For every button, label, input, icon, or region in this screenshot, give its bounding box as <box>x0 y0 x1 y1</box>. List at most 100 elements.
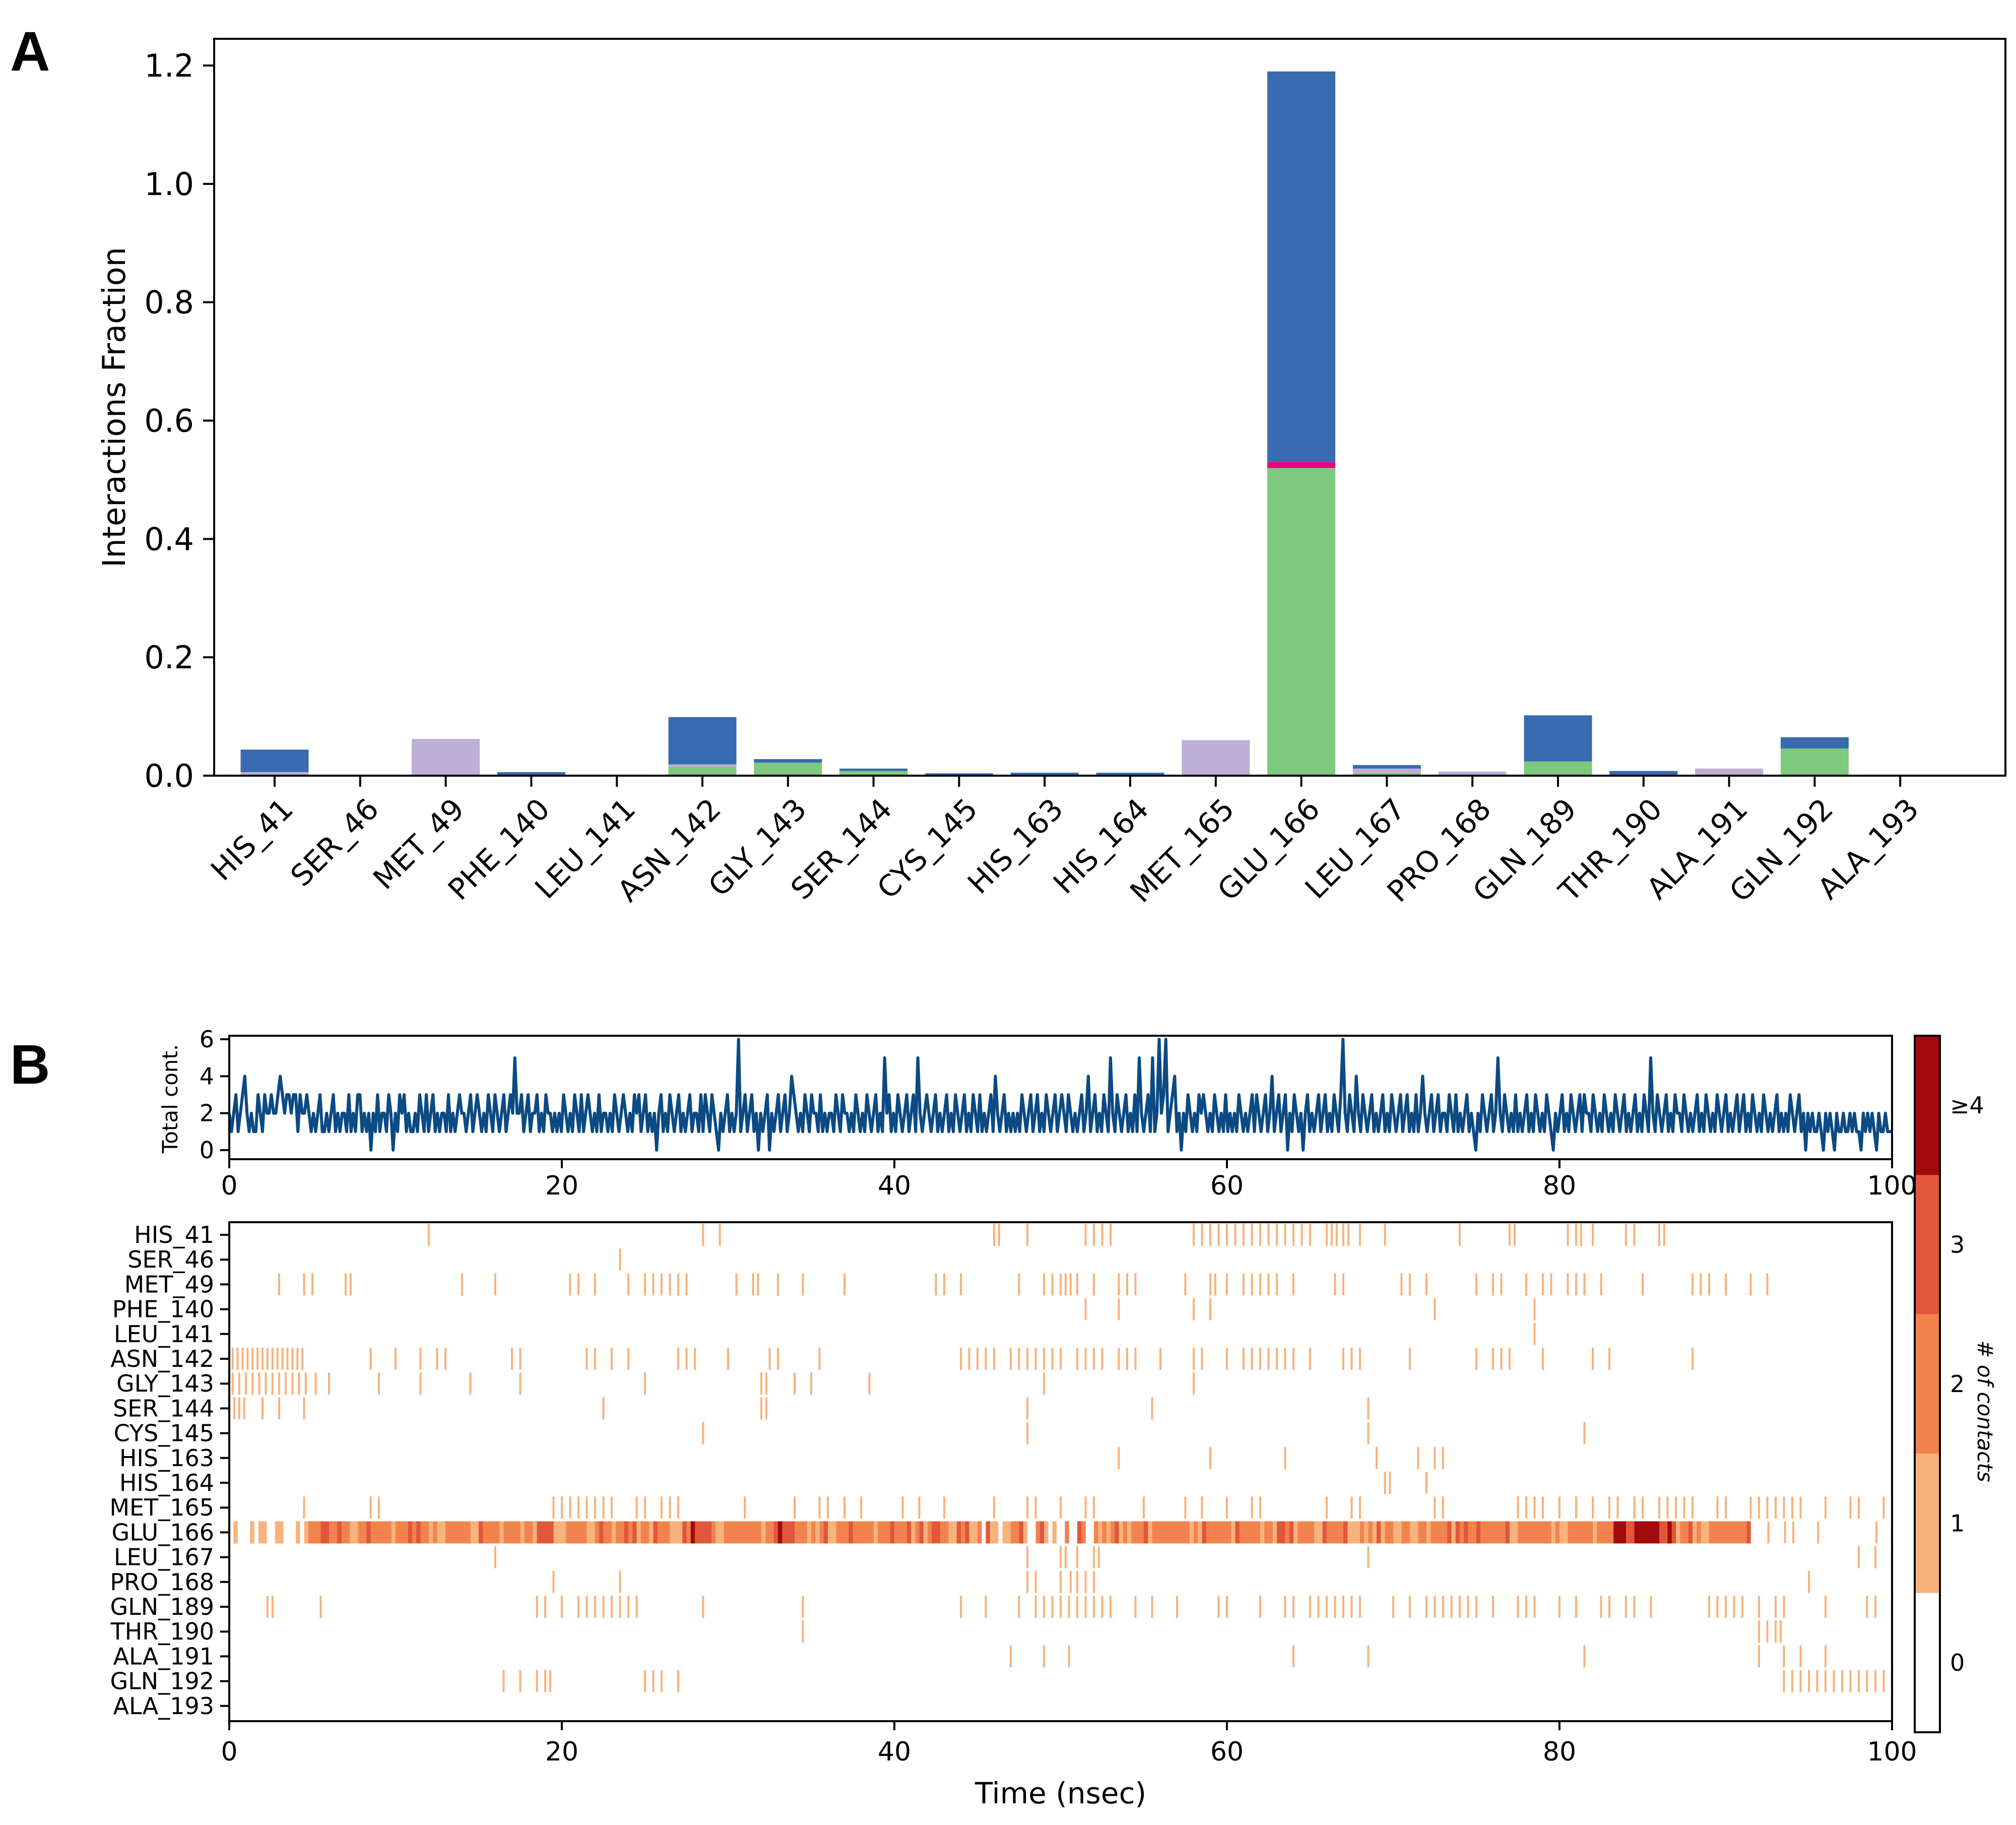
contact-mark <box>569 1496 571 1519</box>
contact-mark <box>246 1348 249 1370</box>
contact-mark <box>990 1521 995 1544</box>
y-axis: HIS_41SER_46MET_49PHE_140LEU_141ASN_142G… <box>109 1221 229 1720</box>
contact-mark <box>1409 1348 1411 1370</box>
contact-mark <box>1405 1521 1410 1544</box>
contact-mark <box>1326 1224 1328 1246</box>
contact-mark <box>1376 1446 1378 1469</box>
contact-mark <box>1384 1472 1386 1494</box>
contact-mark <box>1651 1521 1655 1544</box>
contact-mark <box>286 1348 289 1370</box>
contact-mark <box>1367 1397 1370 1420</box>
contact-mark <box>1575 1273 1577 1296</box>
contact-mark <box>977 1348 979 1370</box>
y-tick-label: 6 <box>200 1026 214 1053</box>
contact-mark <box>744 1496 746 1519</box>
contact-mark <box>1551 1521 1555 1544</box>
contact-mark <box>1435 1521 1439 1544</box>
contact-mark <box>271 1372 274 1395</box>
contact-mark <box>462 1521 467 1544</box>
contact-mark <box>1110 1224 1112 1246</box>
bar-ionic-glu-166 <box>1267 462 1336 468</box>
contact-mark <box>233 1397 235 1420</box>
contact-mark <box>461 1273 463 1296</box>
contact-mark <box>537 1521 541 1544</box>
contact-mark <box>857 1521 862 1544</box>
contact-mark <box>611 1348 613 1370</box>
contact-mark <box>782 1521 787 1544</box>
contact-mark <box>1381 1521 1385 1544</box>
contact-mark <box>1738 1521 1743 1544</box>
contact-mark <box>1300 1224 1303 1246</box>
contact-mark <box>1259 1273 1261 1296</box>
contact-mark <box>635 1496 638 1519</box>
contact-mark <box>690 1521 695 1544</box>
contact-mark <box>901 1496 904 1519</box>
contact-mark <box>965 1521 969 1544</box>
contact-mark <box>1184 1496 1187 1519</box>
contact-mark <box>1410 1521 1414 1544</box>
contact-mark <box>1098 1521 1102 1544</box>
contact-mark <box>245 1372 247 1395</box>
total-contacts-line <box>228 1038 1892 1152</box>
contact-mark <box>1065 1521 1069 1544</box>
contact-mark <box>1468 1521 1472 1544</box>
contact-mark <box>324 1521 330 1544</box>
contact-mark <box>278 1397 280 1420</box>
contact-mark <box>1484 1521 1489 1544</box>
contact-mark <box>873 1521 878 1544</box>
contact-mark <box>1783 1670 1785 1692</box>
contact-mark <box>383 1521 387 1544</box>
contact-mark <box>1044 1521 1049 1544</box>
contact-mark <box>1267 1224 1270 1246</box>
contact-mark <box>1018 1273 1020 1296</box>
contact-mark <box>973 1521 978 1544</box>
contact-mark <box>231 1372 234 1395</box>
contact-mark <box>1671 1521 1676 1544</box>
contact-mark <box>1717 1521 1722 1544</box>
contact-mark <box>599 1521 604 1544</box>
contact-mark <box>1118 1348 1120 1370</box>
contact-mark <box>1226 1273 1228 1296</box>
contact-mark <box>1251 1224 1253 1246</box>
contact-mark <box>669 1273 671 1296</box>
contact-mark <box>1647 1521 1651 1544</box>
bar-h-bonds-leu-167 <box>1352 765 1421 769</box>
contact-mark <box>1642 1273 1644 1296</box>
contact-mark <box>236 1348 239 1370</box>
contact-mark <box>1625 1224 1627 1246</box>
contact-mark <box>640 1521 645 1544</box>
contact-mark <box>890 1521 895 1544</box>
contact-mark <box>1389 1472 1391 1494</box>
contact-mark <box>1134 1596 1137 1618</box>
x-tick-label: HIS_41 <box>204 792 300 888</box>
contact-mark <box>308 1521 313 1544</box>
contact-mark <box>915 1521 920 1544</box>
contact-mark <box>1730 1521 1734 1544</box>
contact-mark <box>582 1521 587 1544</box>
contact-mark <box>1168 1521 1173 1544</box>
contact-mark <box>1621 1521 1627 1544</box>
contact-mark <box>752 1273 754 1296</box>
contact-mark <box>1700 1273 1702 1296</box>
contact-mark <box>1302 1521 1306 1544</box>
contact-mark <box>494 1546 496 1568</box>
contact-mark <box>1633 1224 1636 1246</box>
contact-mark <box>1409 1273 1411 1296</box>
contact-mark <box>998 1224 1000 1246</box>
contact-mark <box>1093 1224 1095 1246</box>
contact-mark <box>329 1521 334 1544</box>
colorbar-segment <box>1915 1454 1940 1593</box>
contact-mark <box>1642 1496 1644 1519</box>
contact-heatmap: HIS_41SER_46MET_49PHE_140LEU_141ASN_142G… <box>109 1221 1917 1810</box>
contact-mark <box>566 1521 570 1544</box>
contact-mark <box>1600 1596 1602 1618</box>
x-axis: HIS_41SER_46MET_49PHE_140LEU_141ASN_142G… <box>204 776 1925 909</box>
plot-frame <box>228 1035 1893 1160</box>
contact-mark <box>936 1521 940 1544</box>
contact-mark <box>611 1496 613 1519</box>
contact-mark <box>1564 1521 1568 1544</box>
contact-mark <box>1783 1645 1785 1668</box>
x-tick-label: 0 <box>221 1737 237 1767</box>
contact-mark <box>1634 1521 1639 1544</box>
contact-mark <box>815 1521 820 1544</box>
